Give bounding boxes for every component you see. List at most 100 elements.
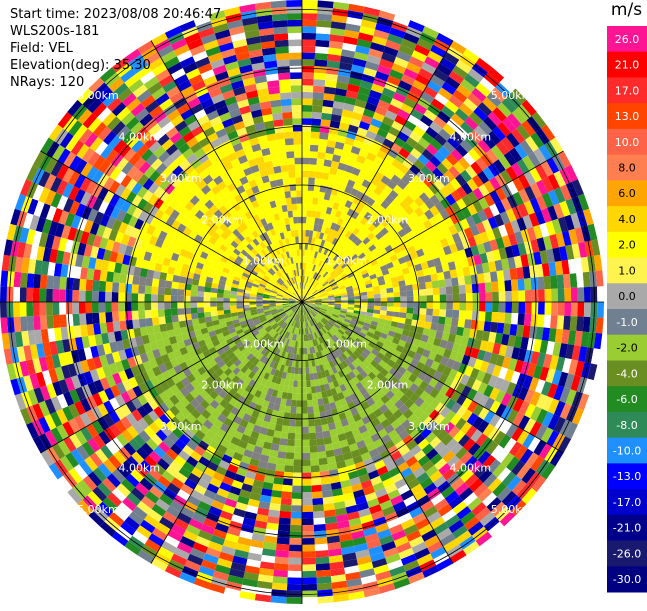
range-gate (446, 286, 453, 294)
range-gate (324, 437, 332, 445)
range-gate (308, 407, 314, 414)
range-gate (274, 471, 284, 479)
range-gate (499, 291, 506, 302)
range-gate (100, 270, 108, 281)
range-gate (85, 291, 92, 302)
range-gate (557, 315, 565, 329)
range-gate (433, 288, 440, 296)
range-gate (79, 279, 86, 291)
range-gate (302, 210, 307, 217)
range-gate (302, 85, 313, 92)
range-gate (66, 314, 74, 327)
range-gate (312, 105, 323, 112)
range-gate (393, 307, 400, 313)
range-gate (323, 93, 335, 101)
range-gate (302, 407, 308, 414)
range-gate (537, 277, 545, 290)
range-gate (112, 312, 119, 322)
range-gate (230, 295, 237, 299)
range-gate (292, 393, 298, 400)
range-gate (179, 276, 187, 283)
range-gate (302, 551, 315, 558)
range-gate (165, 280, 172, 288)
range-gate (537, 314, 545, 327)
range-gate (302, 538, 315, 545)
range-gate (313, 92, 324, 99)
range-gate (92, 302, 99, 313)
range-gate (302, 564, 316, 571)
range-gate (287, 393, 293, 400)
range-gate (485, 312, 492, 322)
range-gate (312, 491, 323, 498)
range-gate (284, 472, 294, 479)
range-gate (321, 179, 328, 187)
range-gate (302, 164, 309, 171)
range-gate (66, 290, 73, 302)
range-gate (302, 433, 309, 440)
range-gate (279, 511, 291, 519)
range-gate (315, 46, 329, 54)
range-gate (320, 126, 330, 134)
range-gate (394, 297, 401, 302)
range-gate (151, 286, 158, 294)
range-gate (400, 291, 407, 297)
range-gate (172, 322, 180, 330)
range-gate (399, 286, 406, 292)
range-gate (313, 79, 325, 86)
range-gate (302, 39, 316, 46)
range-gate (277, 531, 290, 539)
range-gate (445, 278, 453, 287)
range-gate (286, 446, 294, 453)
range-gate (270, 497, 281, 505)
range-gate (425, 315, 432, 323)
range-gate (302, 459, 311, 466)
range-gate (177, 308, 184, 315)
range-gate (171, 282, 178, 290)
range-gate (297, 400, 303, 407)
range-gate (93, 269, 101, 281)
range-gate (316, 158, 324, 165)
range-gate (570, 273, 578, 288)
range-gate (471, 320, 479, 330)
range-gate (290, 407, 296, 414)
range-gate (125, 311, 132, 321)
range-gate (285, 459, 294, 466)
range-gate (486, 302, 493, 312)
range-gate (0, 302, 7, 318)
range-gate (465, 311, 472, 320)
range-gate (314, 66, 327, 74)
range-gate (293, 459, 302, 466)
range-gate (438, 316, 445, 324)
range-gate (491, 312, 498, 323)
range-gate (297, 387, 302, 394)
range-gate (306, 217, 311, 224)
range-gate (314, 524, 326, 532)
range-gate (425, 282, 432, 290)
range-gate (139, 276, 147, 285)
range-gate (191, 290, 198, 296)
range-gate (538, 302, 545, 315)
range-gate (178, 314, 185, 321)
range-gate (318, 451, 327, 459)
range-gate (33, 288, 40, 302)
range-gate (307, 387, 312, 394)
range-gate (138, 310, 145, 319)
range-gate (105, 281, 112, 292)
range-gate (490, 322, 498, 333)
range-gate (551, 289, 558, 302)
range-gate (492, 302, 499, 312)
range-gate (563, 274, 571, 288)
range-gate (132, 319, 140, 329)
range-gate (525, 290, 532, 302)
range-gate (270, 596, 286, 604)
range-gate (112, 292, 119, 302)
range-gate (315, 171, 323, 178)
range-gate (289, 420, 296, 427)
range-gate (276, 418, 283, 426)
range-gate (138, 293, 145, 302)
range-gate (380, 293, 387, 298)
range-gate (296, 420, 303, 427)
range-gate (418, 276, 426, 283)
range-gate (433, 302, 440, 309)
